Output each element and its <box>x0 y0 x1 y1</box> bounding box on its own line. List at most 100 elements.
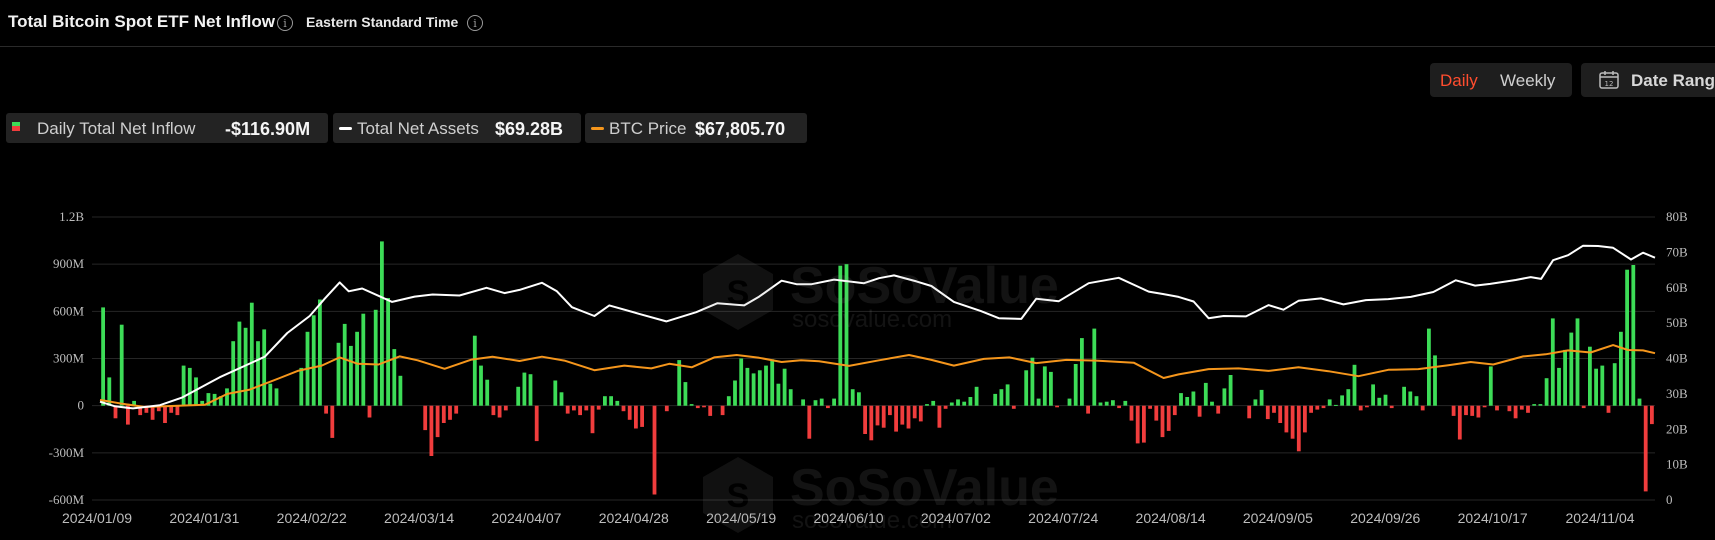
inflow-bar <box>1631 265 1636 406</box>
weekly-toggle-button[interactable]: Weekly <box>1500 71 1556 90</box>
x-tick-label: 2024/09/05 <box>1243 510 1313 526</box>
timezone-label: Eastern Standard Time <box>306 14 459 30</box>
inflow-bar <box>1142 405 1146 443</box>
inflow-bar <box>1036 398 1041 406</box>
y-right-tick-label: 40B <box>1666 351 1688 366</box>
inflow-bar <box>169 405 174 413</box>
inflow-bar <box>584 405 589 411</box>
inflow-bar <box>1216 405 1221 414</box>
legend-name: Daily Total Net Inflow <box>37 119 196 138</box>
inflow-bar <box>373 309 378 406</box>
inflow-bar <box>138 405 143 416</box>
inflow-bar <box>609 396 613 406</box>
inflow-bar <box>361 313 366 406</box>
inflow-bar <box>572 405 576 411</box>
inflow-bar <box>918 405 923 422</box>
inflow-bar <box>968 397 973 406</box>
inflow-bar <box>1526 405 1530 413</box>
inflow-bar <box>423 405 428 431</box>
inflow-bar <box>1495 405 1499 411</box>
inflow-bar <box>256 341 260 406</box>
inflow-bar <box>1581 405 1586 409</box>
inflow-bar <box>262 329 267 406</box>
inflow-bar <box>1606 405 1611 413</box>
inflow-bar <box>1402 386 1406 406</box>
inflow-bar <box>231 341 236 406</box>
x-tick-label: 2024/06/10 <box>813 510 883 526</box>
inflow-bar <box>634 405 638 429</box>
info-icon[interactable]: i <box>277 15 293 31</box>
inflow-bar <box>398 375 403 406</box>
inflow-bar <box>342 323 347 406</box>
inflow-bar <box>156 405 161 412</box>
watermark-brand: SoSoValue <box>790 257 1059 315</box>
inflow-bar <box>1637 398 1642 406</box>
inflow-bar <box>578 405 582 416</box>
svg-text:S: S <box>727 274 750 312</box>
timezone-info-icon[interactable]: i <box>467 15 483 31</box>
inflow-bar <box>1073 364 1078 406</box>
inflow-bar <box>249 302 254 406</box>
legend-daily-net-inflow[interactable]: Daily Total Net Inflow -$116.90M <box>6 113 328 143</box>
inflow-bar <box>1191 391 1196 406</box>
inflow-bar <box>1321 405 1326 409</box>
price-swatch-icon <box>591 127 604 130</box>
inflow-bar <box>832 398 836 406</box>
y-left-tick-label: -600M <box>49 492 85 507</box>
inflow-bar <box>367 405 372 418</box>
inflow-bar <box>1296 405 1301 452</box>
inflow-bar <box>993 393 998 406</box>
inflow-bar <box>225 388 229 406</box>
inflow-bar <box>274 388 279 406</box>
inflow-bar <box>491 405 496 416</box>
inflow-bar <box>1414 396 1419 406</box>
inflow-bar <box>627 405 632 420</box>
x-tick-label: 2024/10/17 <box>1458 510 1528 526</box>
inflow-bar <box>1352 364 1357 406</box>
inflow-bar <box>689 404 694 406</box>
inflow-bar <box>163 405 167 423</box>
inflow-bar <box>1197 405 1202 417</box>
inflow-bar <box>1067 398 1072 406</box>
inflow-bar <box>695 405 700 409</box>
inflow-bar <box>181 365 186 406</box>
inflow-bar <box>1104 401 1109 406</box>
inflow-bar <box>386 298 390 406</box>
legend-total-net-assets[interactable]: Total Net Assets $69.28B <box>333 113 581 143</box>
inflow-bar <box>175 405 180 416</box>
inflow-bar <box>745 367 750 406</box>
inflow-bar <box>1049 371 1053 406</box>
total-net-assets-line <box>99 244 1656 410</box>
net-inflow-chart[interactable]: 1.2B 900M 600M 300M 0 -300M -600M 80B 70B 60B 50B 4… <box>0 150 1715 533</box>
svg-text:S: S <box>727 477 750 515</box>
inflow-bar <box>1470 405 1475 416</box>
inflow-bar <box>999 389 1004 406</box>
inflow-bar <box>906 405 911 429</box>
date-range-button[interactable]: 12 Date Rang <box>1581 63 1715 97</box>
btc-price-line <box>99 344 1656 408</box>
x-tick-label: 2024/07/02 <box>921 510 991 526</box>
inflow-bar <box>516 386 521 406</box>
inflow-bar <box>380 241 384 406</box>
daily-toggle-button[interactable]: Daily <box>1440 71 1478 90</box>
inflow-bar <box>640 405 644 427</box>
inflow-bar <box>974 386 979 406</box>
y-left-tick-label: 600M <box>53 303 85 318</box>
inflow-bar <box>652 405 657 495</box>
inflow-bar <box>900 405 905 425</box>
inflow-bar <box>1011 405 1016 409</box>
inflow-bar <box>194 377 198 406</box>
y-left-tick-label: 0 <box>78 398 85 413</box>
inflow-bar <box>318 299 322 406</box>
interval-toggle: Daily Weekly <box>1430 63 1572 97</box>
inflow-bar <box>720 405 725 416</box>
inflow-bar <box>522 372 527 406</box>
inflow-bar <box>943 405 948 409</box>
inflow-bar <box>857 392 861 406</box>
inflow-bar <box>590 405 595 434</box>
inflow-bar <box>1575 318 1580 406</box>
inflow-bar <box>826 405 830 409</box>
watermark-top: S <box>698 252 778 337</box>
inflow-bar <box>1247 405 1252 419</box>
legend-btc-price[interactable]: BTC Price $67,805.70 <box>585 113 807 143</box>
